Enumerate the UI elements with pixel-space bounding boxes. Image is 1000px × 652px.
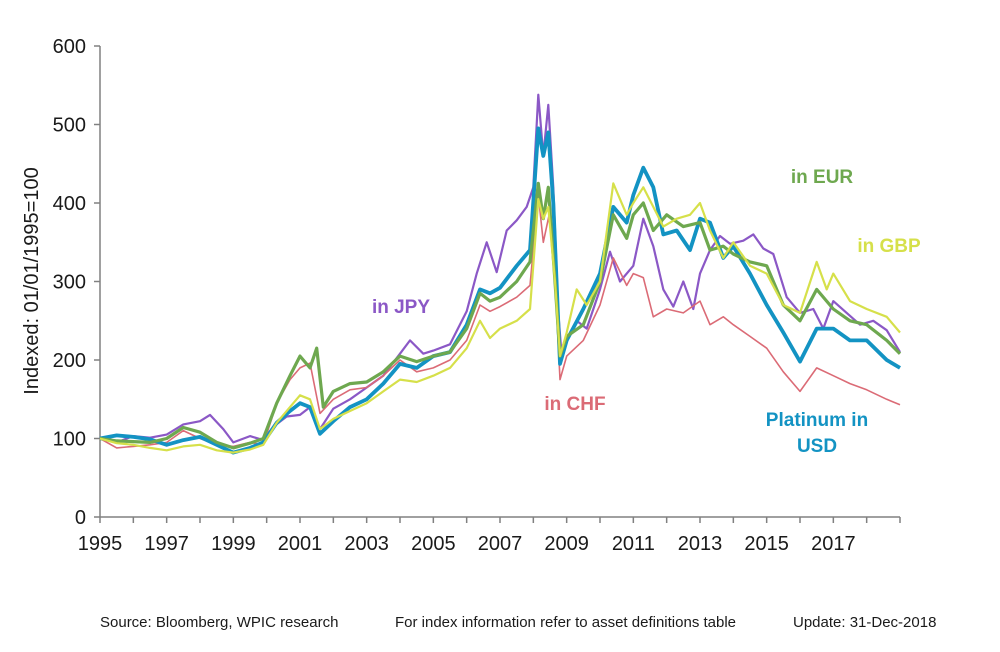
y-axis-title: Indexed: 01/01/1995=100	[21, 167, 43, 394]
y-tick-label: 400	[53, 193, 86, 215]
series-label-chf: in CHF	[544, 394, 605, 415]
x-tick-label: 1997	[144, 533, 189, 555]
x-tick-label: 2013	[678, 533, 723, 555]
x-tick-label: 2017	[811, 533, 856, 555]
series-labels: in JPY in CHF Platinum in USD in EUR in GBP	[372, 167, 921, 457]
x-tick-label: 2003	[344, 533, 389, 555]
series-label-jpy: in JPY	[372, 297, 430, 318]
footer-source: Source: Bloomberg, WPIC research	[100, 614, 339, 631]
footer-note: For index information refer to asset def…	[395, 614, 737, 631]
y-tick-label: 200	[53, 350, 86, 372]
series-line-gbp	[99, 182, 901, 454]
x-tick-label: 2015	[744, 533, 789, 555]
y-tick-label: 600	[53, 36, 86, 58]
y-tick-label: 0	[75, 507, 86, 529]
y-tick-label: 500	[53, 115, 86, 137]
x-tick-label: 2011	[612, 533, 655, 555]
series-layer	[99, 93, 902, 455]
series-label-gbp: in GBP	[857, 236, 921, 257]
x-axis: 1995 1997 1999 2001 2003 2005 2007 2009 2011 2013…	[78, 516, 901, 555]
series-label-usd: USD	[797, 436, 837, 457]
y-tick-label: 300	[53, 272, 86, 294]
x-tick-label: 1999	[211, 533, 256, 555]
series-line-jpy	[99, 93, 901, 444]
chart: 0 100 200 300 400 500 600 1995 1997 1999 2001 2003…	[21, 36, 921, 555]
x-tick-label: 1995	[78, 533, 123, 555]
footer-update: Update: 31-Dec-2018	[793, 614, 937, 631]
x-tick-label: 2009	[544, 533, 589, 555]
y-tick-label: 100	[53, 429, 86, 451]
series-line-eur	[99, 181, 902, 450]
series-label-usd: Platinum in	[766, 410, 868, 431]
series-line-usd	[99, 126, 901, 455]
series-label-eur: in EUR	[791, 167, 854, 188]
x-tick-label: 2007	[478, 533, 523, 555]
x-tick-label: 2005	[411, 533, 456, 555]
x-tick-label: 2001	[278, 533, 323, 555]
y-axis: 0 100 200 300 400 500 600	[53, 36, 101, 529]
